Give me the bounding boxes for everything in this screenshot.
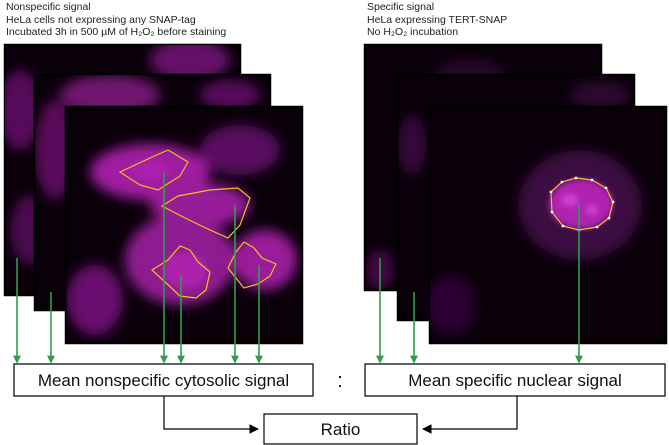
roi-outline bbox=[118, 149, 189, 191]
right-image-stack bbox=[363, 43, 668, 345]
right-caption-line: HeLa expressing TERT-SNAP bbox=[367, 13, 508, 26]
specific-signal-label: Mean specific nuclear signal bbox=[408, 371, 622, 390]
nonspecific-signal-box: Mean nonspecific cytosolic signal bbox=[13, 363, 314, 397]
connector-left bbox=[163, 396, 259, 434]
left-image-stack bbox=[3, 43, 304, 345]
left-caption-line: Incubated 3h in 500 µM of H₂O₂ before st… bbox=[6, 26, 227, 38]
roi-outline bbox=[160, 187, 251, 239]
connector-right bbox=[422, 396, 518, 434]
measurement-arrows bbox=[13, 172, 583, 364]
specific-signal-box: Mean specific nuclear signal bbox=[364, 363, 666, 397]
roi-outline bbox=[227, 241, 277, 289]
right-caption-line: Specific signal bbox=[367, 1, 435, 13]
right-caption: Specific signal HeLa expressing TERT-SNA… bbox=[367, 1, 507, 39]
left-caption-line: Nonspecific signal bbox=[6, 1, 91, 13]
ratio-separator: : bbox=[337, 370, 343, 392]
roi-outline bbox=[151, 245, 211, 299]
right-caption-line: No H₂O₂ incubation bbox=[367, 26, 459, 38]
nonspecific-signal-label: Mean nonspecific cytosolic signal bbox=[38, 371, 289, 390]
ratio-box: Ratio bbox=[263, 413, 418, 445]
left-caption: Nonspecific signal HeLa cells not expres… bbox=[6, 1, 226, 39]
microscopy-image-front-left bbox=[64, 105, 304, 345]
ratio-label: Ratio bbox=[321, 420, 361, 439]
left-caption-line: HeLa cells not expressing any SNAP-tag bbox=[6, 13, 196, 26]
ratio-connectors bbox=[163, 396, 518, 434]
roi-outlines-left bbox=[118, 149, 277, 299]
microscopy-image-front-right bbox=[428, 105, 668, 345]
